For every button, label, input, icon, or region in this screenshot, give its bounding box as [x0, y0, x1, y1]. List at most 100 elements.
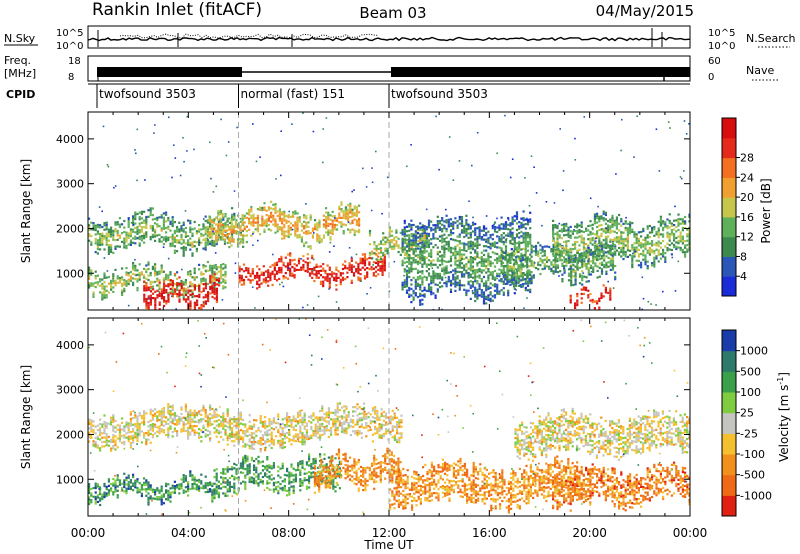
- range-cell: [670, 231, 673, 234]
- range-cell: [211, 264, 214, 268]
- range-cell: [154, 290, 157, 293]
- range-cell: [515, 284, 518, 287]
- range-cell: [681, 240, 684, 243]
- range-cell: [432, 259, 435, 262]
- range-cell: [467, 267, 470, 270]
- range-cell: [235, 232, 238, 235]
- range-cell: [637, 240, 640, 243]
- range-cell: [349, 211, 352, 214]
- range-cell: [677, 213, 680, 216]
- range-cell: [195, 425, 198, 428]
- range-cell: [263, 219, 266, 222]
- range-cell: [222, 287, 225, 290]
- range-cell: [646, 227, 649, 230]
- range-cell: [560, 228, 563, 231]
- range-cell: [567, 261, 571, 264]
- range-cell: [333, 226, 336, 229]
- range-cell: [180, 238, 183, 241]
- range-cell: [96, 424, 99, 427]
- range-cell: [256, 276, 259, 279]
- range-cell: [293, 263, 296, 266]
- range-cell: [262, 278, 265, 281]
- range-cell: [169, 290, 172, 294]
- range-cell: [180, 229, 183, 232]
- range-cell: [414, 261, 417, 264]
- range-cell: [668, 233, 671, 236]
- range-cell: [178, 416, 181, 419]
- range-cell: [171, 242, 174, 245]
- range-cell: [176, 414, 179, 417]
- range-cell: [206, 219, 209, 222]
- range-cell: [379, 267, 382, 270]
- range-cell: [675, 225, 678, 229]
- freq-bars: [97, 67, 690, 81]
- range-cell: [506, 269, 509, 272]
- range-cell: [403, 226, 406, 229]
- range-cell: [171, 430, 174, 434]
- range-cell: [325, 224, 328, 227]
- range-cell: [430, 262, 433, 265]
- range-cell: [178, 276, 181, 279]
- range-cell: [596, 217, 599, 220]
- range-cell: [90, 269, 93, 272]
- range-cell: [419, 288, 422, 291]
- range-cell: [675, 236, 678, 240]
- range-cell: [202, 225, 205, 228]
- range-cell: [207, 291, 210, 294]
- range-cell: [328, 273, 331, 276]
- range-cell: [419, 228, 422, 231]
- range-cell: [176, 230, 179, 233]
- range-cell: [443, 238, 446, 241]
- range-cell: [432, 263, 435, 266]
- range-cell: [204, 226, 207, 229]
- range-cell: [633, 156, 635, 158]
- range-cell: [646, 234, 649, 237]
- range-cell: [347, 208, 350, 211]
- range-cell: [611, 264, 615, 267]
- range-cell: [480, 293, 483, 296]
- range-cell: [281, 213, 284, 216]
- range-cell: [498, 246, 501, 249]
- range-cell: [611, 223, 614, 226]
- range-cell: [563, 267, 566, 270]
- range-cell: [232, 225, 235, 228]
- range-cell: [390, 239, 394, 242]
- range-cell: [408, 223, 411, 226]
- range-cell: [182, 239, 185, 242]
- range-cell: [602, 217, 605, 220]
- range-cell: [118, 217, 121, 220]
- freq-band: [391, 67, 690, 77]
- range-cell: [245, 275, 248, 278]
- range-cell: [449, 260, 453, 263]
- range-cell: [250, 210, 253, 213]
- range-cell: [98, 206, 101, 208]
- range-cell: [304, 269, 307, 273]
- range-cell: [445, 243, 448, 246]
- range-cell: [211, 269, 214, 272]
- range-cell: [382, 238, 385, 241]
- range-cell: [430, 251, 433, 254]
- range-cell: [523, 278, 527, 281]
- range-cell: [287, 231, 290, 234]
- range-cell: [487, 239, 490, 242]
- range-cell: [613, 239, 616, 242]
- range-cell: [224, 221, 227, 224]
- range-cell: [607, 228, 610, 231]
- range-cell: [313, 273, 316, 276]
- range-cell: [458, 240, 461, 243]
- range-cell: [532, 263, 535, 266]
- range-cell: [558, 236, 561, 239]
- range-cell: [209, 274, 212, 277]
- range-cell: [265, 225, 268, 228]
- range-cell: [688, 235, 690, 238]
- range-cell: [526, 217, 528, 220]
- range-cell: [289, 226, 292, 229]
- range-cell: [107, 422, 110, 425]
- range-cell: [106, 164, 109, 166]
- range-cell: [633, 233, 636, 236]
- range-cell: [518, 236, 521, 239]
- range-cell: [193, 425, 196, 428]
- range-cell: [338, 212, 341, 215]
- range-cell: [471, 276, 475, 279]
- range-cell: [489, 236, 492, 239]
